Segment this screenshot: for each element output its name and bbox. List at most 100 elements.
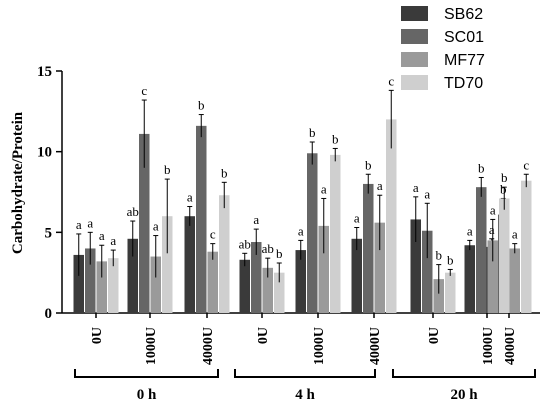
bar: [274, 272, 285, 313]
legend-swatch: [401, 29, 428, 44]
condition-label: 4000U: [201, 327, 216, 365]
significance-letter: b: [447, 252, 454, 267]
condition-label: 4000U: [503, 327, 518, 365]
significance-letter: c: [210, 227, 216, 242]
significance-letter: b: [436, 248, 443, 263]
bar: [487, 240, 498, 313]
significance-letter: a: [99, 228, 105, 243]
legend-label: TD70: [444, 75, 483, 92]
significance-letter: a: [489, 222, 495, 237]
significance-letter: c: [523, 157, 529, 172]
significance-letter: a: [467, 223, 473, 238]
legend-swatch: [401, 52, 428, 67]
y-axis-label: Carbohydrate/Protein: [10, 111, 26, 254]
significance-letter: a: [377, 178, 383, 193]
significance-letter: b: [276, 246, 283, 261]
bar: [184, 216, 195, 313]
significance-letter: ab: [262, 241, 274, 256]
significance-letter: a: [187, 190, 193, 205]
y-tick-label: 0: [45, 306, 53, 322]
group-bracket: [74, 369, 219, 378]
significance-letter: b: [500, 181, 507, 196]
bar: [85, 248, 96, 313]
significance-letter: b: [221, 165, 228, 180]
bar: [307, 153, 318, 313]
bar: [127, 238, 138, 313]
significance-letter: ab: [127, 204, 139, 219]
significance-letter: ab: [239, 236, 251, 251]
condition-label: 0U: [427, 327, 442, 344]
bar: [363, 183, 374, 313]
bar: [73, 254, 84, 313]
bar: [108, 258, 119, 313]
significance-letter: a: [490, 202, 496, 217]
group-bracket: [392, 369, 536, 378]
y-tick-label: 5: [45, 225, 53, 241]
bar: [330, 154, 341, 313]
legend-swatch: [401, 75, 428, 90]
group-label: 4 h: [295, 387, 315, 403]
bar: [207, 251, 218, 313]
significance-letter: b: [501, 170, 508, 185]
bar: [139, 133, 150, 313]
y-tick-label: 15: [37, 64, 52, 80]
bar: [476, 187, 487, 313]
bar: [386, 119, 397, 314]
bar: [251, 242, 262, 313]
group-label: 20 h: [450, 387, 478, 403]
x-axis: 0U 1000U 4000U 0U 1000U 4000U 0U 1000U 4000U 0 h 4…: [74, 313, 536, 403]
significance-letter: b: [309, 125, 316, 140]
condition-label: 1000U: [144, 327, 159, 365]
group-bracket: [234, 369, 376, 378]
significance-letter: a: [354, 210, 360, 225]
bar: [196, 125, 207, 313]
legend-label: MF77: [444, 52, 485, 69]
y-tick-label: 10: [37, 145, 52, 161]
bar: [262, 267, 273, 313]
bar: [374, 222, 385, 313]
bar: [351, 238, 362, 313]
significance-letter: c: [141, 83, 147, 98]
condition-label: 1000U: [481, 327, 496, 365]
legend: SB62 SC01 MF77 TD70: [401, 6, 485, 92]
significance-letter: b: [164, 162, 171, 177]
bar: [162, 216, 173, 313]
significance-letter: a: [253, 212, 259, 227]
condition-label: 0U: [90, 327, 105, 344]
significance-letter: b: [198, 98, 205, 113]
condition-label: 0U: [256, 327, 271, 344]
significance-letter: a: [110, 233, 116, 248]
significance-letter: a: [76, 217, 82, 232]
bar: [499, 198, 510, 313]
significance-letter: a: [87, 215, 93, 230]
legend-label: SC01: [444, 29, 484, 46]
significance-letter: a: [424, 186, 430, 201]
bar: [239, 259, 250, 313]
significance-letter: b: [478, 160, 485, 175]
bar: [96, 261, 107, 313]
significance-letter: a: [321, 181, 327, 196]
bar: [150, 256, 161, 313]
bar: [509, 248, 520, 313]
legend-label: SB62: [444, 6, 483, 23]
group-label: 0 h: [137, 387, 157, 403]
bar: [445, 272, 456, 313]
bar: [433, 279, 444, 313]
significance-letter: a: [298, 223, 304, 238]
bar: [318, 225, 329, 313]
bar: [219, 195, 230, 313]
bar: [295, 250, 306, 313]
significance-letter: a: [153, 219, 159, 234]
significance-letter: b: [332, 131, 339, 146]
bar: [464, 245, 475, 313]
bar: [521, 180, 532, 313]
legend-swatch: [401, 6, 428, 21]
significance-letter: b: [365, 157, 372, 172]
condition-label: 1000U: [312, 327, 327, 365]
significance-letter: a: [413, 180, 419, 195]
significance-letter: a: [512, 227, 518, 242]
significance-letter: c: [388, 73, 394, 88]
bar: [422, 230, 433, 313]
